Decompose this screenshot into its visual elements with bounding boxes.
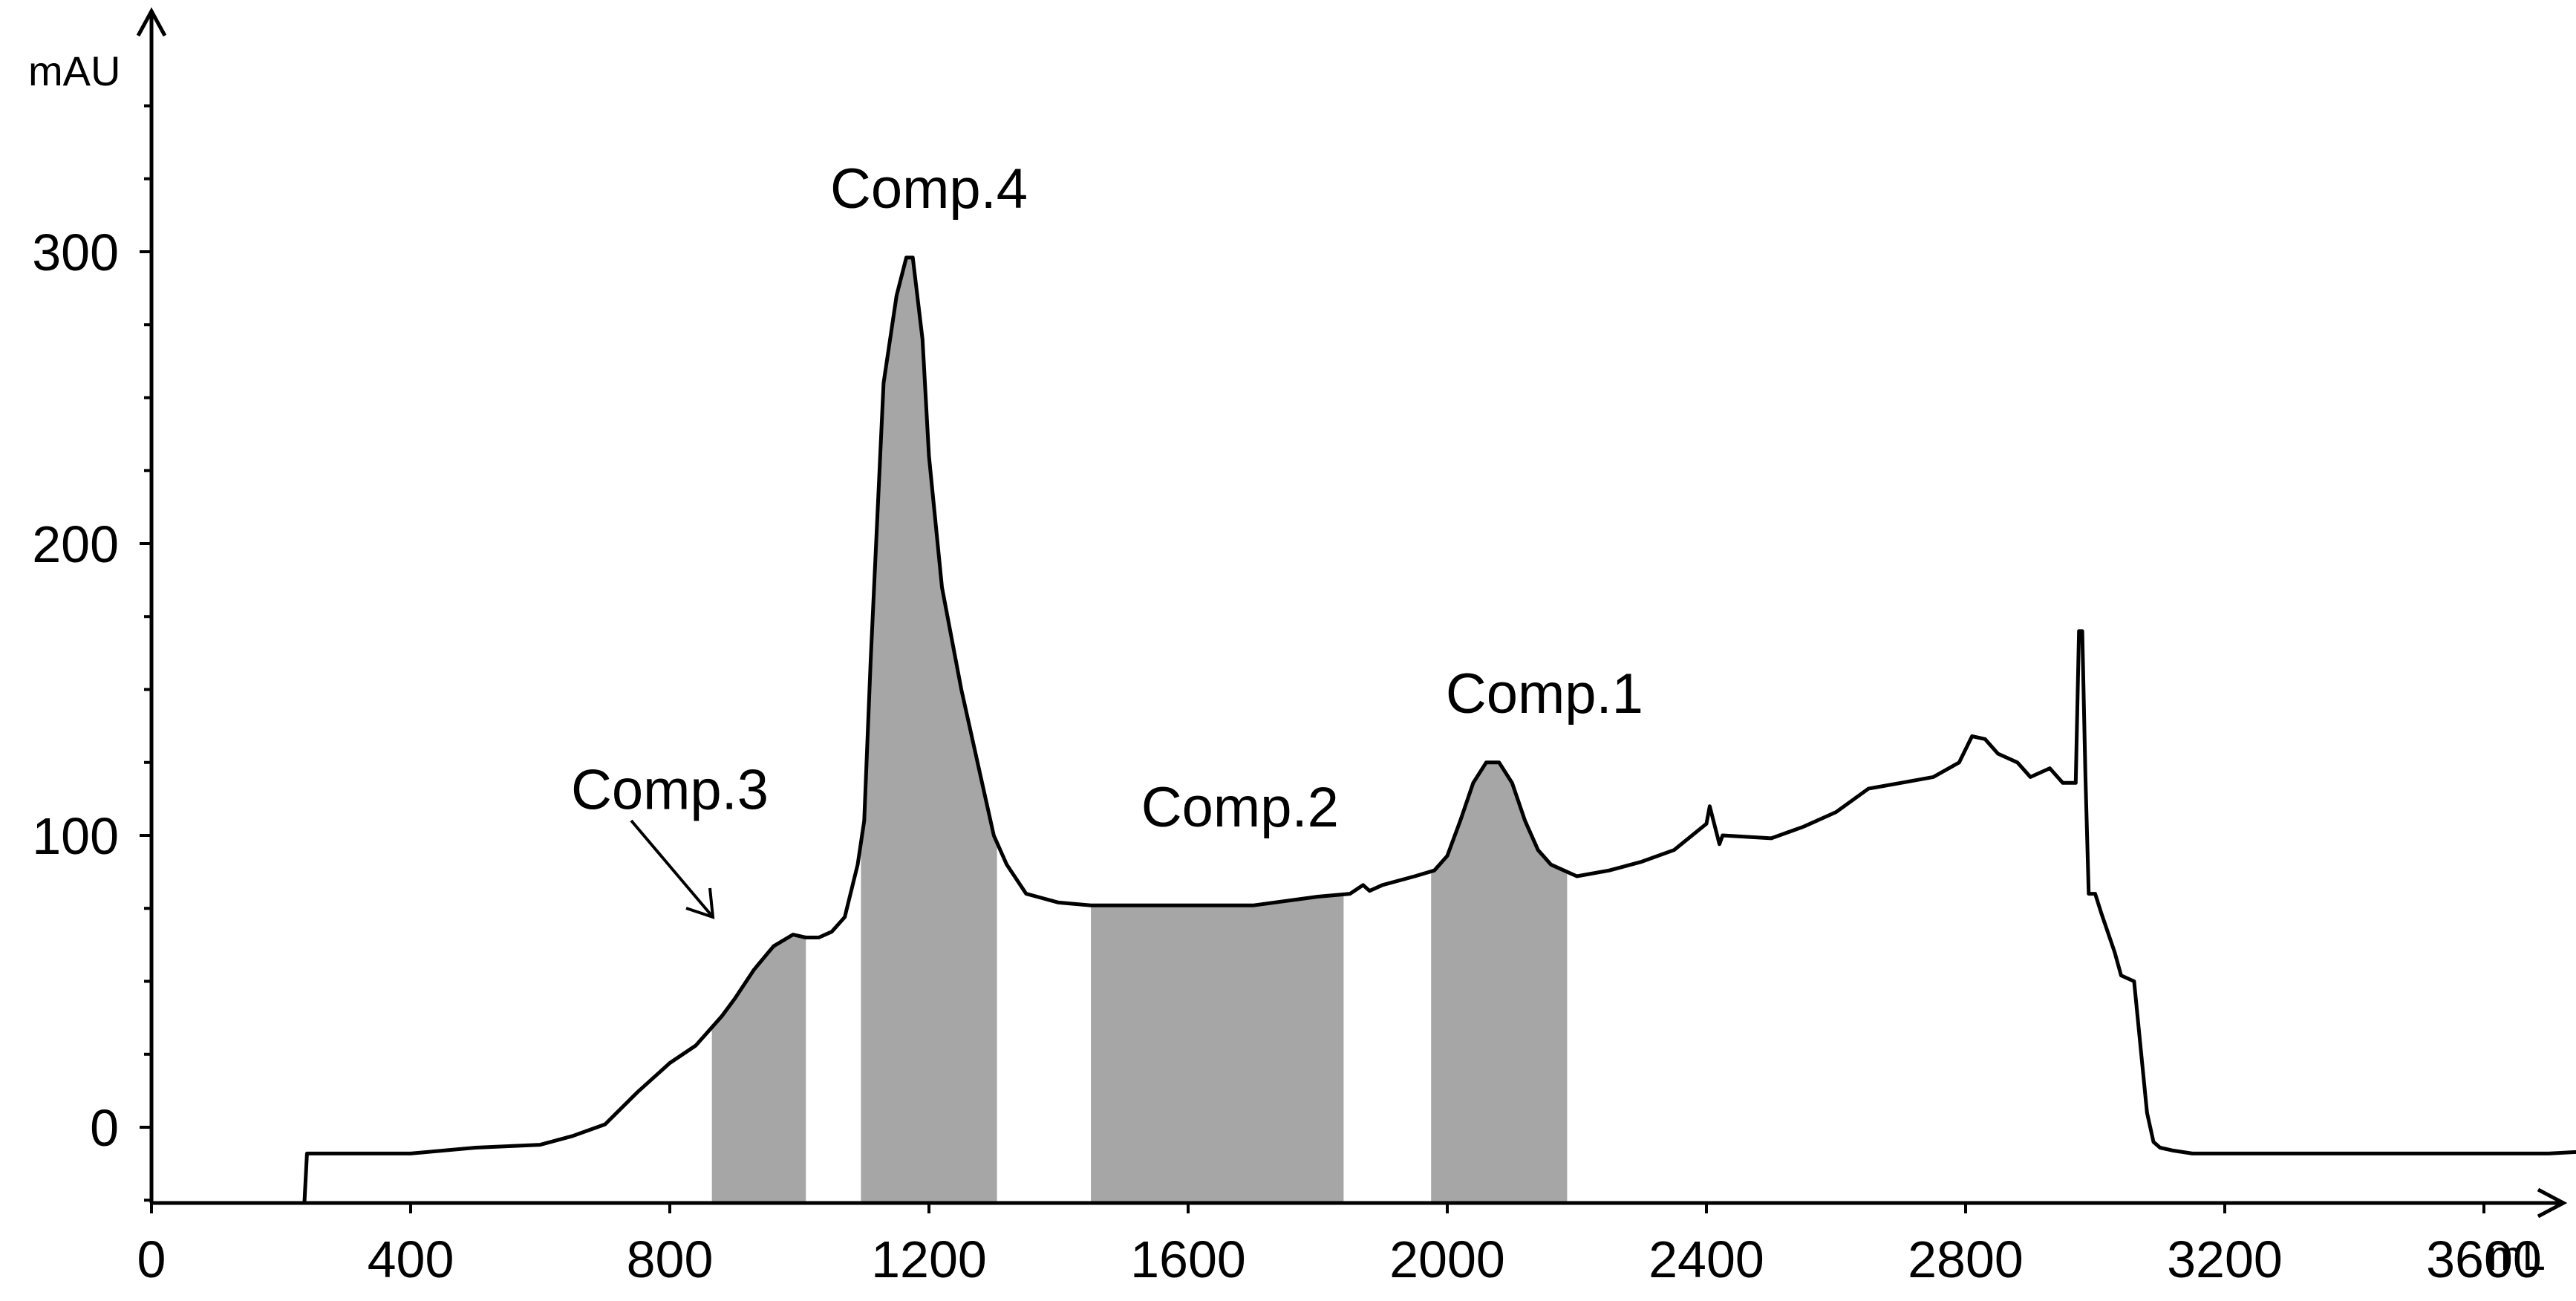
axis-tick-labels: 0 400 800 1200 1600 2000 2400 2800 3200 3600 0 100 2… xyxy=(32,224,2542,1288)
peak-annotation-label: Comp.3 xyxy=(571,759,769,822)
fraction-region-1 xyxy=(711,934,806,1204)
comp3-arrowhead-icon xyxy=(685,887,715,919)
fraction-region-4 xyxy=(1431,762,1568,1204)
fraction-region-3 xyxy=(1091,894,1344,1204)
x-tick-label: 3600 xyxy=(2426,1230,2542,1288)
x-tick-label: 0 xyxy=(137,1230,166,1288)
x-axis-arrow-icon xyxy=(2537,1187,2568,1219)
comp3-pointer-arrow xyxy=(630,819,714,919)
absorbance-trace-layer xyxy=(302,255,2576,1204)
peak-annotations: Comp.4 Comp.3 Comp.2 Comp.1 xyxy=(571,157,1643,839)
y-axis-unit-label: mAU xyxy=(28,48,120,94)
peak-annotation-label: Comp.4 xyxy=(830,157,1028,221)
peak-annotation-label: Comp.2 xyxy=(1141,776,1339,839)
y-axis-arrow-icon xyxy=(136,7,167,37)
y-tick-label: 100 xyxy=(32,807,119,865)
y-tick-label: 300 xyxy=(32,224,119,281)
fraction-region-2 xyxy=(861,257,997,1204)
x-tick-label: 1200 xyxy=(871,1230,987,1288)
x-tick-label: 1600 xyxy=(1130,1230,1246,1288)
axis-ticks xyxy=(140,104,2485,1213)
y-tick-label: 200 xyxy=(32,515,119,573)
y-tick-label: 0 xyxy=(90,1099,119,1157)
x-axis-unit-label: mL xyxy=(2488,1232,2546,1279)
x-tick-label: 2400 xyxy=(1649,1230,1764,1288)
absorbance-trace xyxy=(302,255,2576,1204)
x-tick-label: 400 xyxy=(368,1230,454,1288)
x-tick-label: 2800 xyxy=(1908,1230,2024,1288)
axes xyxy=(136,7,2568,1219)
fraction-shading-layer xyxy=(711,257,1568,1204)
peak-annotation-label: Comp.1 xyxy=(1446,662,1643,726)
x-tick-label: 3200 xyxy=(2167,1230,2283,1288)
x-tick-label: 2000 xyxy=(1389,1230,1505,1288)
x-tick-label: 800 xyxy=(627,1230,714,1288)
